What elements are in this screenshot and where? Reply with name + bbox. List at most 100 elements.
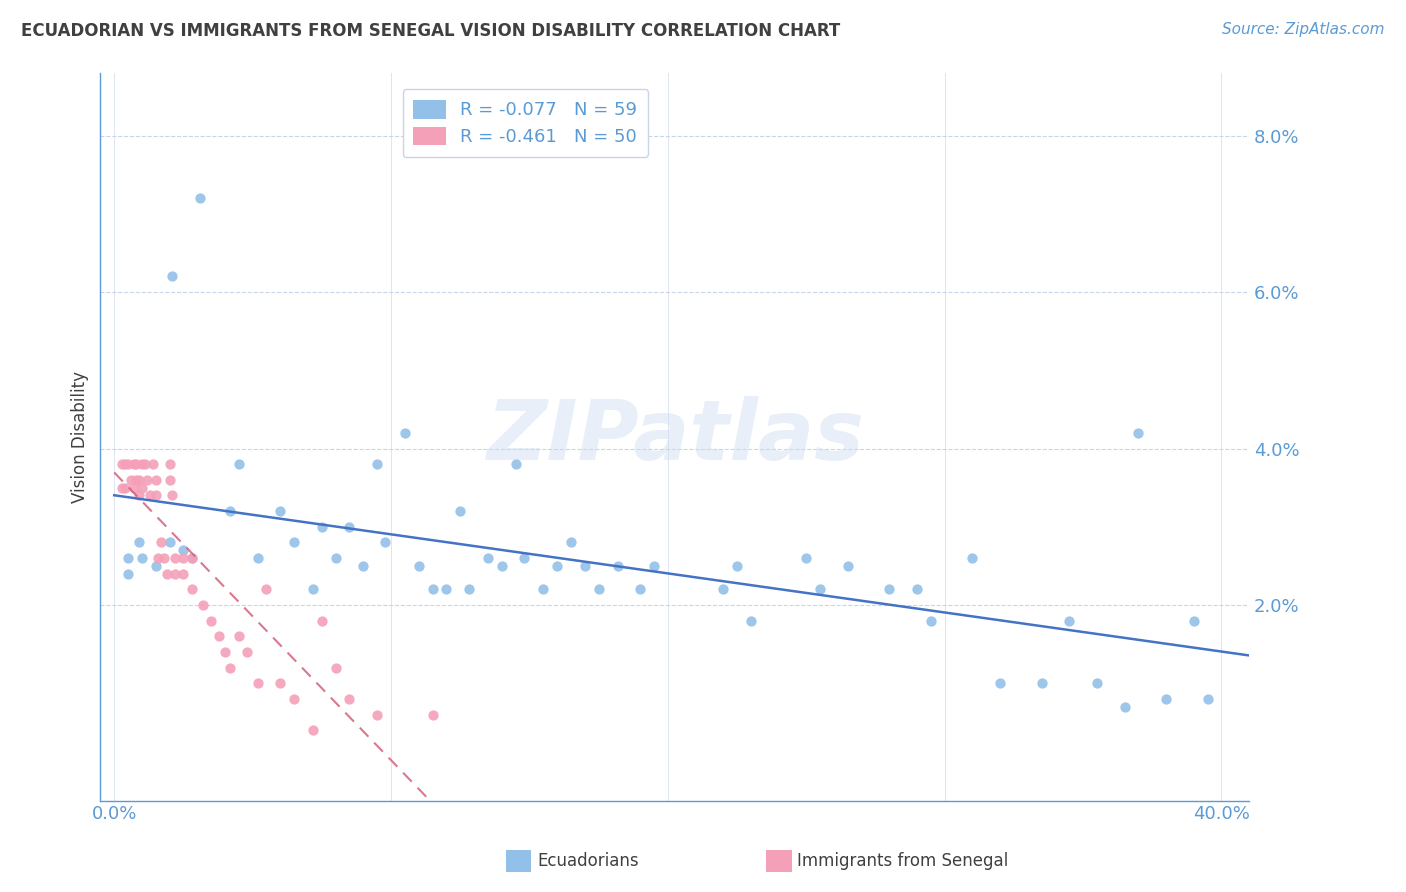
Point [156, 566, 179, 581]
Text: Immigrants from Senegal: Immigrants from Senegal [797, 852, 1008, 870]
Point [302, 582, 325, 597]
Point [162, 488, 184, 502]
Point [228, 457, 250, 471]
Point [643, 558, 665, 573]
Point [1085, 676, 1108, 690]
Point [214, 645, 236, 659]
Point [111, 457, 134, 471]
Point [434, 582, 457, 597]
Point [302, 723, 325, 738]
Point [1057, 614, 1080, 628]
Point [159, 473, 181, 487]
Point [180, 551, 202, 566]
Point [172, 543, 194, 558]
Point [117, 566, 139, 581]
Point [134, 457, 156, 471]
Point [219, 660, 242, 674]
Point [962, 551, 984, 566]
Point [131, 457, 153, 471]
Point [165, 551, 187, 566]
Point [117, 457, 139, 471]
Point [153, 551, 176, 566]
Point [711, 582, 734, 597]
Point [905, 582, 928, 597]
Point [128, 473, 150, 487]
Point [283, 535, 305, 549]
Point [877, 582, 900, 597]
Point [449, 504, 471, 518]
Point [920, 614, 942, 628]
Point [136, 473, 159, 487]
Point [145, 473, 167, 487]
Point [114, 457, 136, 471]
Point [269, 676, 291, 690]
Point [172, 551, 194, 566]
Point [128, 535, 150, 549]
Point [408, 558, 430, 573]
Point [477, 551, 499, 566]
Point [139, 488, 162, 502]
Point [122, 457, 145, 471]
Point [1114, 699, 1136, 714]
Point [131, 481, 153, 495]
Point [339, 692, 361, 706]
Point [352, 558, 374, 573]
Point [117, 551, 139, 566]
Point [505, 457, 527, 471]
Point [228, 629, 250, 643]
Point [247, 551, 270, 566]
Point [422, 707, 444, 722]
Point [125, 457, 148, 471]
Point [988, 676, 1011, 690]
Point [311, 520, 333, 534]
Text: Source: ZipAtlas.com: Source: ZipAtlas.com [1222, 22, 1385, 37]
Point [366, 707, 388, 722]
Point [1154, 692, 1177, 706]
Text: ECUADORIAN VS IMMIGRANTS FROM SENEGAL VISION DISABILITY CORRELATION CHART: ECUADORIAN VS IMMIGRANTS FROM SENEGAL VI… [21, 22, 841, 40]
Point [513, 551, 536, 566]
Point [208, 629, 231, 643]
Point [457, 582, 479, 597]
Point [394, 425, 416, 440]
Point [165, 566, 187, 581]
Point [1031, 676, 1053, 690]
Point [1182, 614, 1205, 628]
Point [325, 660, 347, 674]
Point [145, 558, 167, 573]
Text: Ecuadorians: Ecuadorians [537, 852, 638, 870]
Point [120, 473, 142, 487]
Point [311, 614, 333, 628]
Point [111, 481, 134, 495]
Point [162, 269, 184, 284]
Point [125, 473, 148, 487]
Point [574, 558, 596, 573]
Point [172, 566, 194, 581]
Point [148, 551, 170, 566]
Point [491, 558, 513, 573]
Point [180, 582, 202, 597]
Point [200, 614, 222, 628]
Point [740, 614, 762, 628]
Point [256, 582, 278, 597]
Point [546, 558, 568, 573]
Point [114, 481, 136, 495]
Point [794, 551, 817, 566]
Point [145, 488, 167, 502]
Point [325, 551, 347, 566]
Point [339, 520, 361, 534]
Point [808, 582, 831, 597]
Y-axis label: Vision Disability: Vision Disability [72, 371, 89, 503]
Point [122, 481, 145, 495]
Point [725, 558, 748, 573]
Point [374, 535, 396, 549]
Point [188, 191, 211, 205]
Point [837, 558, 859, 573]
Point [283, 692, 305, 706]
Point [150, 535, 173, 549]
Point [159, 457, 181, 471]
Point [128, 488, 150, 502]
Point [247, 676, 270, 690]
Point [159, 535, 181, 549]
Point [531, 582, 554, 597]
Point [422, 582, 444, 597]
